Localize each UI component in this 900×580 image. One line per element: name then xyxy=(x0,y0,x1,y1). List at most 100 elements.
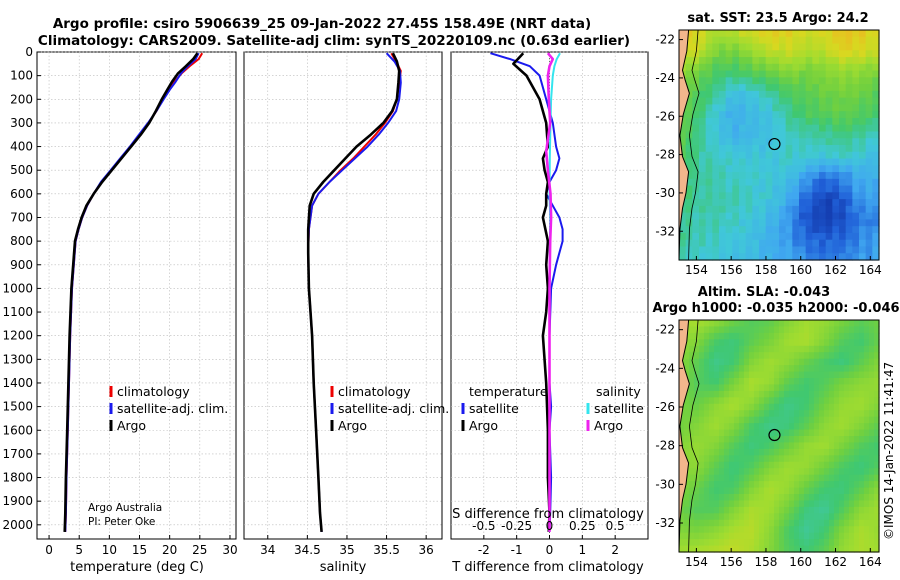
map-cell xyxy=(824,332,830,340)
map-cell xyxy=(789,487,795,495)
map-cell xyxy=(849,390,855,398)
map-cell xyxy=(864,423,870,431)
map-cell xyxy=(739,320,745,328)
map-cell xyxy=(814,416,820,424)
map-cell xyxy=(809,371,815,379)
map-cell xyxy=(769,461,775,469)
map-cell xyxy=(784,416,790,424)
map-cell xyxy=(754,410,760,418)
map-cell xyxy=(825,104,833,112)
map-cell xyxy=(689,423,695,431)
map-cell xyxy=(824,339,830,347)
map-cell xyxy=(759,539,765,547)
map-cell xyxy=(694,448,700,456)
map-cell xyxy=(725,178,733,187)
map-cell xyxy=(779,104,787,112)
map-cell xyxy=(725,117,733,126)
map-cell xyxy=(834,423,840,431)
map-cell xyxy=(699,185,707,193)
map-cell xyxy=(749,436,755,444)
map-cell xyxy=(709,506,715,514)
map-cell xyxy=(812,205,820,214)
map-cell xyxy=(769,326,775,334)
map-cell xyxy=(859,365,865,373)
map-cell xyxy=(685,212,693,221)
map-cell xyxy=(739,165,747,173)
map-cell xyxy=(854,429,860,437)
map-cell xyxy=(859,226,867,234)
map-cell xyxy=(804,423,810,431)
map-cell xyxy=(865,97,873,106)
map-cell xyxy=(805,97,813,106)
map-cell xyxy=(712,145,720,153)
map-cell xyxy=(859,138,867,146)
map-cell xyxy=(779,326,785,334)
map-cell xyxy=(714,487,720,495)
map-cell xyxy=(839,339,845,347)
map-cell xyxy=(814,365,820,373)
map-cell xyxy=(739,506,745,514)
map-cell xyxy=(779,526,785,534)
map-cell xyxy=(719,77,727,85)
y-tick-label: 1200 xyxy=(2,329,33,343)
map-cell xyxy=(839,532,845,540)
map-cell xyxy=(864,500,870,508)
map-cell xyxy=(732,219,740,227)
map-cell xyxy=(874,455,880,463)
map-cell xyxy=(832,36,840,45)
map-cell xyxy=(805,30,813,38)
map-cell xyxy=(799,192,807,200)
map-cell xyxy=(812,90,820,99)
map-cell xyxy=(859,199,867,207)
map-cell xyxy=(874,436,880,444)
map-cell xyxy=(759,172,767,180)
map-cell xyxy=(759,526,765,534)
map-cell xyxy=(704,416,710,424)
map-cell xyxy=(719,487,725,495)
map-cell xyxy=(729,500,735,508)
map-cell xyxy=(684,410,690,418)
map-cell xyxy=(774,481,780,489)
legend-header-salinity: salinity xyxy=(596,384,641,399)
map-cell xyxy=(694,365,700,373)
map-cell xyxy=(825,70,833,78)
map-cell xyxy=(765,226,773,234)
map-cell xyxy=(865,111,873,119)
map-cell xyxy=(805,131,813,139)
map-cell xyxy=(704,429,710,437)
map-cell xyxy=(839,43,847,51)
map-cell xyxy=(779,519,785,527)
x-tick-label: 15 xyxy=(132,543,147,557)
map-cell xyxy=(834,506,840,514)
map-cell xyxy=(729,442,735,450)
map-cell xyxy=(779,253,787,261)
map-cell xyxy=(804,474,810,482)
map-cell xyxy=(699,239,707,248)
map-cell xyxy=(839,519,845,527)
map-cell xyxy=(794,403,800,411)
map-cell xyxy=(824,345,830,353)
map-cell xyxy=(779,199,787,207)
map-cell xyxy=(839,70,847,78)
map-cell xyxy=(859,506,865,514)
map-cell xyxy=(809,378,815,386)
map-cell xyxy=(839,481,845,489)
map-cell xyxy=(859,442,865,450)
map-cell xyxy=(709,494,715,502)
map-cell xyxy=(734,519,740,527)
map-cell xyxy=(785,111,793,119)
map-cell xyxy=(785,70,793,78)
map-cell xyxy=(865,131,873,139)
map-cell xyxy=(839,326,845,334)
map-cell xyxy=(865,212,873,221)
map-cell xyxy=(729,494,735,502)
map-cell xyxy=(809,390,815,398)
map-cell xyxy=(779,117,787,126)
map-cell xyxy=(799,545,805,553)
map-cell xyxy=(819,320,825,328)
map-cell xyxy=(694,519,700,527)
map-cell xyxy=(704,403,710,411)
map-cell xyxy=(854,526,860,534)
map-cell xyxy=(692,124,700,133)
map-cell xyxy=(685,151,693,160)
